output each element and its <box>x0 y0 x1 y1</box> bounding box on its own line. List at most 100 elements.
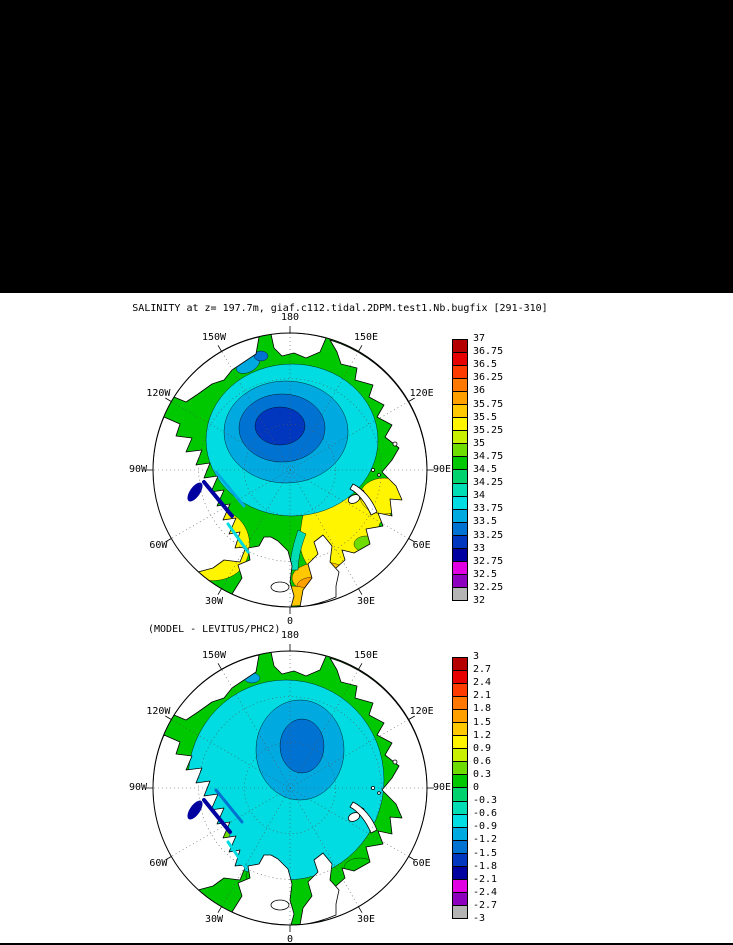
difference-contour-fills <box>187 651 385 909</box>
figure-title: SALINITY at z= 197.7m, giaf.c112.tidal.2… <box>132 303 548 314</box>
salinity-map: 180 150E 120E 90E 60E 30E 0 30W 60W 90W 120W 150W <box>120 300 460 640</box>
colorbar-cell <box>453 352 467 366</box>
salinity-colorbar-labels: 37 36.75 36.5 36.25 36 35.75 35.5 35.25 35 34.75 3… <box>473 334 515 606</box>
colorbar-cell <box>453 586 467 600</box>
lon-label-60W: 60W <box>149 858 168 869</box>
difference-colorbar: 3 2.7 2.4 2.1 1.8 1.5 1.2 0.9 0.6 0.3 0 -0.3 -0.6 -0.… <box>452 652 515 924</box>
colorbar-cell <box>453 391 467 405</box>
lon-label-150E: 150E <box>353 650 379 662</box>
lon-label-0: 0 <box>286 934 294 945</box>
colorbar-cell <box>453 482 467 496</box>
colorbar-tick-label: -1.5 <box>473 847 498 859</box>
colorbar-cell <box>453 534 467 548</box>
colorbar-cell <box>453 787 467 801</box>
colorbar-tick-label: 36.25 <box>473 372 504 384</box>
channel-cyan <box>226 840 248 870</box>
difference-panel-label: (MODEL - LEVITUS/PHC2) <box>148 624 281 635</box>
fill-polar-blue-core <box>279 718 325 774</box>
colorbar-cell <box>453 469 467 483</box>
colorbar-cell <box>453 547 467 561</box>
difference-colorbar-labels: 3 2.7 2.4 2.1 1.8 1.5 1.2 0.9 0.6 0.3 0 -0.3 -0.6 -0.… <box>473 652 515 924</box>
colorbar-tick-label: 33.5 <box>473 516 498 528</box>
colorbar-cell <box>453 456 467 470</box>
lon-label-180: 180 <box>280 630 300 641</box>
colorbar-cell <box>453 340 467 353</box>
colorbar-tick-label: 0.6 <box>473 755 492 767</box>
colorbar-tick-label: -2.4 <box>473 886 498 898</box>
colorbar-tick-label: 32.5 <box>473 568 498 580</box>
colorbar-cell <box>453 878 467 892</box>
colorbar-cell <box>453 417 467 431</box>
colorbar-cell <box>453 774 467 788</box>
colorbar-tick-label: 2.7 <box>473 664 492 676</box>
channel-navy <box>202 798 232 834</box>
fill-archipelago-navy-patch <box>187 482 203 502</box>
colorbar-tick-label: 34.75 <box>473 450 504 462</box>
colorbar-cell <box>453 508 467 522</box>
colorbar-cell <box>453 404 467 418</box>
colorbar-tick-label: 0.3 <box>473 768 492 780</box>
colorbar-cell <box>453 521 467 535</box>
colorbar-cell <box>453 891 467 905</box>
colorbar-cell <box>453 735 467 749</box>
colorbar-tick-label: 32.75 <box>473 555 504 567</box>
fill-archipelago-navy-patch <box>187 800 203 820</box>
colorbar-tick-label: -0.9 <box>473 821 498 833</box>
colorbar-tick-label: -0.6 <box>473 808 498 820</box>
lon-label-120E: 120E <box>409 388 434 399</box>
colorbar-cell <box>453 813 467 827</box>
colorbar-cell <box>453 904 467 918</box>
difference-colorbar-cells <box>452 657 468 919</box>
colorbar-cell <box>453 709 467 723</box>
lon-label-90W: 90W <box>128 782 148 793</box>
colorbar-tick-label: 1.8 <box>473 703 492 715</box>
lon-label-120E: 120E <box>409 706 434 717</box>
lon-label-60E: 60E <box>412 858 431 869</box>
channel-navy <box>202 480 234 518</box>
colorbar-cell <box>453 670 467 684</box>
colorbar-tick-label: -1.8 <box>473 860 498 872</box>
colorbar-cell <box>453 839 467 853</box>
difference-map-longitude-labels: 180 150E 120E 90E 60E 30E 0 30W 60W 90W 120W 150W <box>120 618 460 945</box>
colorbar-tick-label: 0.9 <box>473 742 492 754</box>
colorbar-tick-label: -3 <box>473 913 486 924</box>
colorbar-cell <box>453 430 467 444</box>
colorbar-tick-label: 34.5 <box>473 464 498 475</box>
lon-label-60W: 60W <box>149 540 168 551</box>
colorbar-tick-label: 33 <box>473 542 486 554</box>
colorbar-cell <box>453 443 467 457</box>
colorbar-cell <box>453 852 467 866</box>
channel-skyblue <box>214 470 246 508</box>
plot-panel: SALINITY at z= 197.7m, giaf.c112.tidal.2… <box>0 293 733 945</box>
colorbar-cell <box>453 865 467 879</box>
colorbar-tick-label: 1.2 <box>473 729 492 741</box>
colorbar-tick-label: 35.5 <box>473 411 498 423</box>
colorbar-cell <box>453 800 467 814</box>
lon-label-90E: 90E <box>432 782 452 793</box>
colorbar-tick-label: 35.75 <box>473 398 504 410</box>
lon-label-30E: 30E <box>356 595 376 607</box>
lon-label-90E: 90E <box>432 464 452 475</box>
colorbar-tick-label: -1.2 <box>473 834 498 846</box>
colorbar-tick-label: 34 <box>473 490 486 502</box>
lon-label-120W: 120W <box>146 388 171 399</box>
colorbar-cell <box>453 761 467 775</box>
difference-map-canvas <box>145 643 435 933</box>
fill-central-deepblue-core <box>254 406 306 446</box>
lon-label-0: 0 <box>286 616 294 627</box>
difference-map: 180 150E 120E 90E 60E 30E 0 30W 60W 90W 120W 150W <box>120 618 460 945</box>
lon-label-30W: 30W <box>204 595 224 607</box>
archipelago-channels <box>202 470 250 554</box>
lon-label-120W: 120W <box>146 706 171 717</box>
colorbar-tick-label: 33.25 <box>473 529 504 541</box>
colorbar-cell <box>453 683 467 697</box>
salinity-map-canvas <box>145 325 435 615</box>
lon-label-60E: 60E <box>412 540 431 551</box>
colorbar-tick-label: 36.5 <box>473 359 498 371</box>
colorbar-tick-label: -2.7 <box>473 899 498 911</box>
colorbar-tick-label: -2.1 <box>473 873 498 885</box>
fill-east-greenland-teal <box>289 529 307 571</box>
colorbar-cell <box>453 378 467 392</box>
colorbar-tick-label: 0 <box>473 782 480 793</box>
